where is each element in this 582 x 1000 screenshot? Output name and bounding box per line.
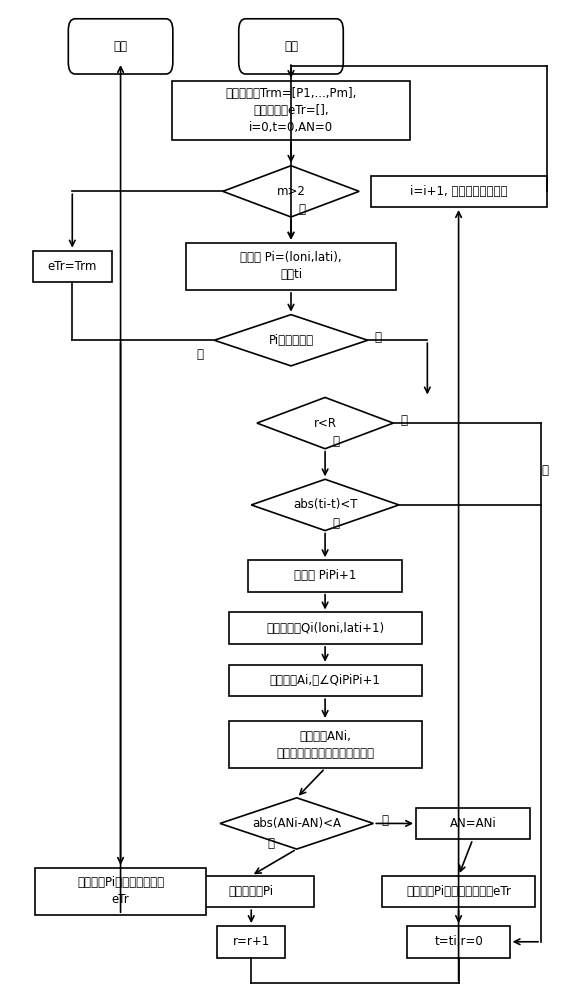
Text: 否: 否 xyxy=(400,414,407,427)
Polygon shape xyxy=(257,397,393,449)
Text: 把轨迹点Pi加入到压缩轨迹
eTr: 把轨迹点Pi加入到压缩轨迹 eTr xyxy=(77,876,164,906)
Text: eTr=Trm: eTr=Trm xyxy=(48,260,97,273)
FancyBboxPatch shape xyxy=(239,19,343,74)
Text: t=ti,r=0: t=ti,r=0 xyxy=(434,935,483,948)
Text: 轨迹点 Pi=(loni,lati),
时间ti: 轨迹点 Pi=(loni,lati), 时间ti xyxy=(240,251,342,281)
Polygon shape xyxy=(220,798,374,849)
FancyBboxPatch shape xyxy=(172,81,410,140)
FancyBboxPatch shape xyxy=(33,251,112,282)
FancyBboxPatch shape xyxy=(229,612,422,644)
Text: 否: 否 xyxy=(541,464,548,477)
Text: 是: 是 xyxy=(332,435,339,448)
FancyBboxPatch shape xyxy=(229,721,422,768)
Text: 计算角度Ai,即∠QiPiPi+1: 计算角度Ai,即∠QiPiPi+1 xyxy=(269,674,381,687)
Text: 计算角度ANi,
即轨迹线与正北方向逆时针夹角: 计算角度ANi, 即轨迹线与正北方向逆时针夹角 xyxy=(276,730,374,760)
FancyBboxPatch shape xyxy=(416,808,530,839)
Text: Pi是轨迹终点: Pi是轨迹终点 xyxy=(268,334,314,347)
Text: 否: 否 xyxy=(382,814,389,827)
Polygon shape xyxy=(214,315,368,366)
FancyBboxPatch shape xyxy=(36,868,206,915)
Text: 否: 否 xyxy=(374,331,382,344)
Text: 是: 是 xyxy=(299,203,306,216)
Text: 是: 是 xyxy=(197,348,204,361)
FancyBboxPatch shape xyxy=(189,876,314,907)
FancyBboxPatch shape xyxy=(186,243,396,290)
Text: m>2: m>2 xyxy=(276,185,306,198)
Text: 把轨迹点Pi加入到压缩轨迹eTr: 把轨迹点Pi加入到压缩轨迹eTr xyxy=(406,885,511,898)
Text: 是: 是 xyxy=(332,517,339,530)
Polygon shape xyxy=(251,479,399,531)
Text: i=i+1, 检查下一个轨迹点: i=i+1, 检查下一个轨迹点 xyxy=(410,185,508,198)
Text: r<R: r<R xyxy=(314,417,336,430)
FancyBboxPatch shape xyxy=(229,665,422,696)
FancyBboxPatch shape xyxy=(68,19,173,74)
Text: r=r+1: r=r+1 xyxy=(233,935,270,948)
Text: abs(ti-t)<T: abs(ti-t)<T xyxy=(293,498,357,511)
FancyBboxPatch shape xyxy=(407,926,510,958)
Text: 轨迹线 PiPi+1: 轨迹线 PiPi+1 xyxy=(294,569,356,582)
Text: 生成辅助点Qi(loni,lati+1): 生成辅助点Qi(loni,lati+1) xyxy=(266,622,384,635)
FancyBboxPatch shape xyxy=(217,926,285,958)
Text: 原始轨迹：Trm=[P1,...,Pm],
压缩轨迹：eTr=[],
i=0,t=0,AN=0: 原始轨迹：Trm=[P1,...,Pm], 压缩轨迹：eTr=[], i=0,t… xyxy=(225,87,357,134)
Text: 是: 是 xyxy=(268,837,275,850)
FancyBboxPatch shape xyxy=(371,176,546,207)
Text: abs(ANi-AN)<A: abs(ANi-AN)<A xyxy=(252,817,341,830)
FancyBboxPatch shape xyxy=(382,876,535,907)
Polygon shape xyxy=(223,166,359,217)
Text: AN=ANi: AN=ANi xyxy=(449,817,496,830)
FancyBboxPatch shape xyxy=(249,560,402,592)
Text: 结束: 结束 xyxy=(113,40,127,53)
Text: 舍弃轨迹点Pi: 舍弃轨迹点Pi xyxy=(229,885,274,898)
Text: 开始: 开始 xyxy=(284,40,298,53)
